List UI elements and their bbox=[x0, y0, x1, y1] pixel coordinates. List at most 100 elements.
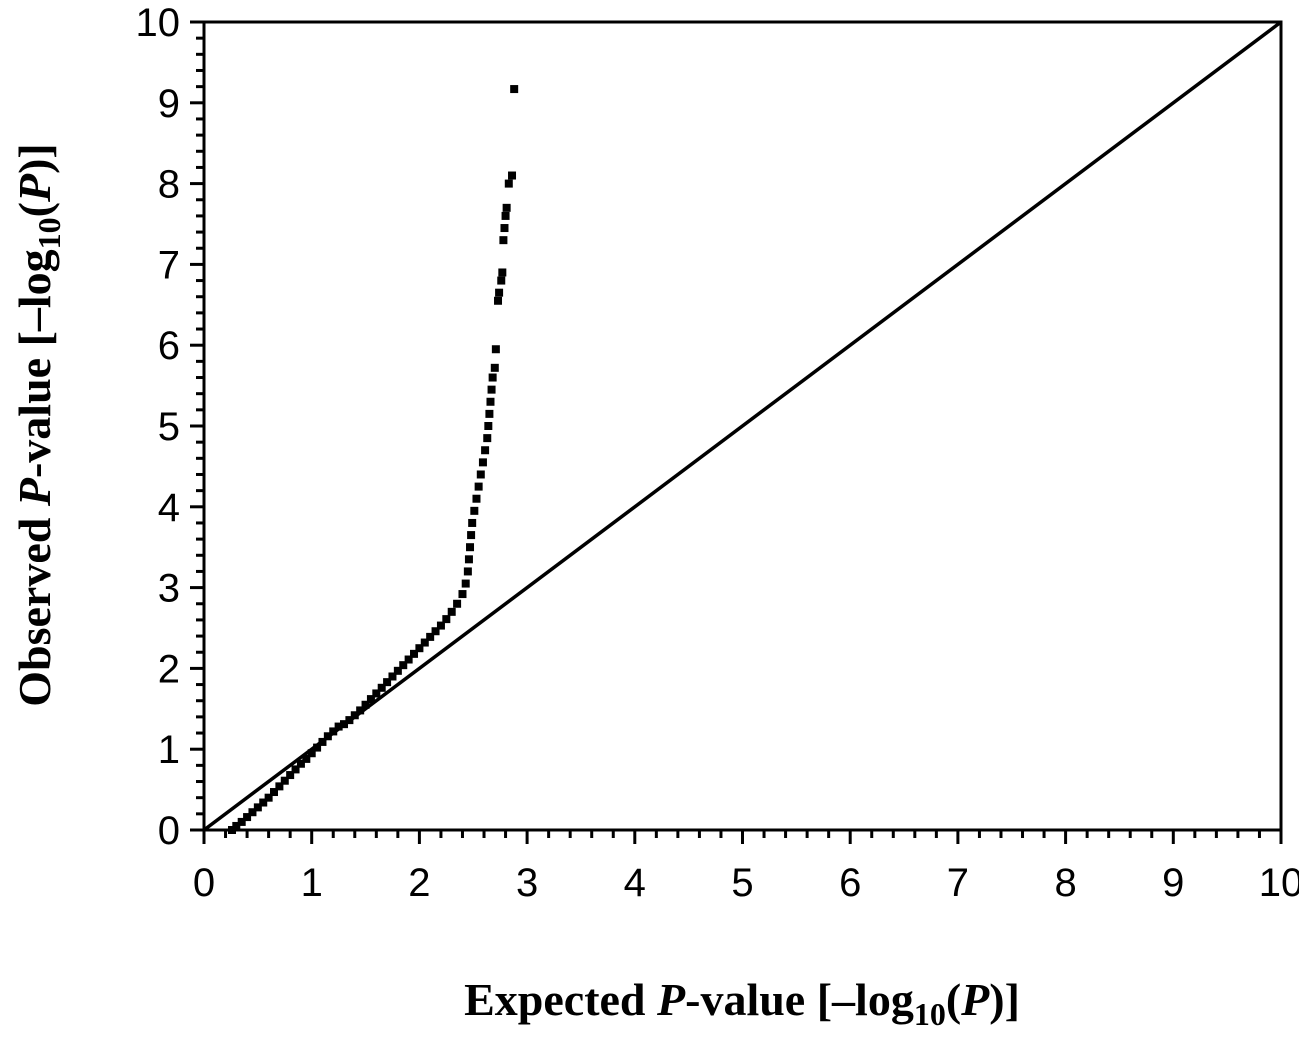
data-point bbox=[453, 599, 462, 608]
y-tick-label: 8 bbox=[158, 163, 180, 207]
data-point bbox=[415, 644, 424, 653]
data-point bbox=[345, 716, 354, 725]
x-tick-label: 7 bbox=[947, 861, 969, 905]
data-point bbox=[468, 518, 477, 527]
y-tick-label: 6 bbox=[158, 324, 180, 368]
data-point bbox=[431, 627, 440, 636]
data-point bbox=[329, 727, 338, 736]
x-tick-label: 3 bbox=[516, 861, 538, 905]
data-point bbox=[499, 236, 508, 245]
data-point bbox=[410, 649, 419, 658]
data-point bbox=[467, 531, 476, 540]
data-point bbox=[377, 683, 386, 692]
data-point bbox=[248, 808, 257, 817]
data-point bbox=[464, 555, 473, 564]
data-point bbox=[237, 817, 246, 826]
data-point bbox=[420, 638, 429, 647]
data-point bbox=[323, 732, 332, 741]
data-point bbox=[426, 632, 435, 641]
data-point bbox=[264, 793, 273, 802]
data-point bbox=[350, 711, 359, 720]
x-tick-label: 6 bbox=[839, 861, 861, 905]
data-point bbox=[508, 171, 517, 180]
x-tick-label: 10 bbox=[1259, 861, 1299, 905]
data-point bbox=[461, 579, 470, 588]
y-tick-label: 3 bbox=[158, 567, 180, 611]
x-tick-label: 0 bbox=[193, 861, 215, 905]
data-point bbox=[497, 276, 506, 285]
data-point bbox=[484, 422, 493, 430]
data-point bbox=[334, 722, 343, 731]
y-tick-label: 2 bbox=[158, 647, 180, 691]
data-point bbox=[485, 409, 494, 418]
data-point bbox=[504, 179, 513, 188]
data-point bbox=[498, 268, 507, 277]
data-point bbox=[388, 672, 397, 681]
data-point bbox=[253, 803, 262, 812]
data-point bbox=[476, 470, 485, 479]
data-point bbox=[366, 695, 375, 704]
data-point bbox=[481, 446, 490, 455]
data-point bbox=[270, 788, 279, 797]
x-tick-label: 2 bbox=[408, 861, 430, 905]
data-point bbox=[442, 615, 451, 624]
x-tick-label: 4 bbox=[624, 861, 646, 905]
data-point bbox=[313, 743, 322, 752]
y-tick-label: 4 bbox=[158, 486, 180, 530]
data-point bbox=[486, 397, 495, 406]
data-point bbox=[286, 771, 295, 780]
data-points bbox=[228, 85, 519, 834]
data-point bbox=[307, 749, 316, 758]
x-tick-label: 9 bbox=[1162, 861, 1184, 905]
data-point bbox=[472, 494, 481, 503]
y-tick-label: 10 bbox=[136, 1, 181, 45]
data-point bbox=[458, 590, 467, 599]
y-tick-label: 9 bbox=[158, 82, 180, 126]
data-point bbox=[275, 782, 284, 791]
data-point bbox=[488, 373, 497, 382]
data-point bbox=[470, 506, 479, 515]
data-point bbox=[291, 765, 300, 774]
data-point bbox=[502, 203, 511, 212]
data-point bbox=[372, 689, 381, 698]
data-point bbox=[491, 345, 500, 354]
data-point bbox=[495, 288, 504, 297]
data-point bbox=[232, 821, 241, 830]
data-point bbox=[280, 776, 289, 785]
data-point bbox=[296, 759, 305, 768]
data-point bbox=[463, 567, 472, 576]
data-point bbox=[393, 666, 402, 675]
data-point bbox=[340, 720, 349, 729]
data-point bbox=[494, 296, 503, 305]
data-point bbox=[383, 678, 392, 687]
data-point bbox=[501, 211, 510, 220]
data-point bbox=[490, 363, 499, 372]
data-point bbox=[318, 737, 327, 746]
data-point bbox=[361, 700, 370, 709]
data-point bbox=[478, 458, 487, 467]
reference-line bbox=[202, 20, 1283, 832]
x-tick-label: 8 bbox=[1054, 861, 1076, 905]
data-point bbox=[436, 621, 445, 630]
y-tick-label: 7 bbox=[158, 243, 180, 287]
y-axis-title: Observed P-value [–log10(P)] bbox=[9, 143, 67, 707]
y-tick-label: 1 bbox=[158, 728, 180, 772]
y-tick-labels: 0 1 2 3 4 5 6 7 8 9 10 bbox=[136, 1, 181, 853]
y-tick-label: 5 bbox=[158, 405, 180, 449]
axis-ticks bbox=[190, 20, 1283, 844]
data-point bbox=[243, 813, 252, 822]
data-point bbox=[356, 706, 365, 715]
data-point bbox=[500, 224, 509, 233]
data-point bbox=[302, 754, 311, 763]
data-point bbox=[487, 385, 496, 394]
data-point bbox=[404, 655, 413, 664]
x-tick-labels: 0 1 2 3 4 5 6 7 8 9 10 bbox=[193, 861, 1299, 905]
x-tick-label: 5 bbox=[731, 861, 753, 905]
x-axis-title: Expected P-value [–log10(P)] bbox=[464, 974, 1020, 1032]
data-point bbox=[228, 826, 237, 834]
data-point bbox=[483, 434, 492, 443]
data-point bbox=[259, 798, 268, 807]
data-point bbox=[399, 661, 408, 670]
data-point bbox=[510, 85, 519, 94]
